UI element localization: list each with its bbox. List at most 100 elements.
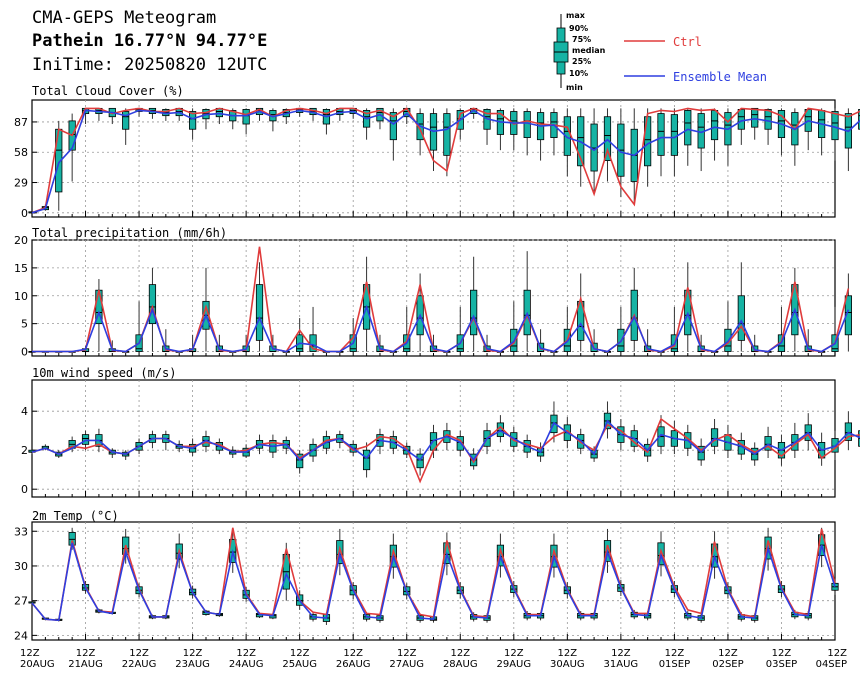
x-tick-date: 23AUG — [175, 659, 210, 670]
box-body — [764, 109, 772, 130]
box-body — [670, 114, 679, 156]
panel-0: 0 29 58 87 — [14, 99, 860, 220]
y-tick-label: 0 — [21, 346, 28, 359]
x-tick-hour: 12Z — [827, 648, 847, 659]
legend-box-label: 10% — [569, 69, 588, 78]
x-tick-hour: 12Z — [183, 648, 203, 659]
y-tick-label: 58 — [14, 146, 28, 159]
x-tick-hour: 12Z — [343, 648, 363, 659]
x-tick-date: 01SEP — [659, 659, 690, 670]
legend-box-label: median — [572, 46, 606, 55]
y-tick-label: 0 — [21, 483, 28, 496]
legend-box-label: 90% — [569, 24, 588, 33]
box-body — [657, 113, 665, 156]
x-tick-hour: 12Z — [450, 648, 470, 659]
box-body — [122, 111, 130, 130]
box-49 — [684, 108, 692, 166]
x-tick-hour: 12Z — [236, 648, 256, 659]
x-tick-hour: 12Z — [558, 648, 578, 659]
x-tick-hour: 12Z — [397, 648, 417, 659]
legend-box-label: max — [566, 11, 586, 20]
x-tick-hour: 12Z — [665, 648, 685, 659]
mean-line — [31, 542, 836, 622]
box-55 — [764, 108, 772, 145]
box-body — [242, 109, 250, 125]
box-body — [684, 110, 692, 146]
box-51 — [710, 419, 719, 455]
y-tick-label: 24 — [14, 629, 28, 642]
x-tick-hour: 12Z — [20, 648, 40, 659]
legend-box-label: 25% — [572, 57, 591, 66]
y-tick-label: 2 — [21, 444, 28, 457]
box-body — [389, 112, 397, 141]
wind-panel-title: 10m wind speed (m/s) — [32, 366, 177, 380]
x-tick-date: 04SEP — [816, 659, 847, 670]
box-body — [710, 428, 719, 447]
location-label: Pathein 16.77°N 94.77°E — [32, 31, 268, 51]
x-tick-date: 03SEP — [766, 659, 797, 670]
y-tick-label: 5 — [21, 318, 28, 331]
panel-2: 0 2 4 — [21, 379, 860, 498]
box-61 — [844, 411, 852, 451]
box-body — [523, 111, 531, 139]
x-tick-date: 25AUG — [282, 659, 317, 670]
x-tick-date: 20AUG — [20, 659, 55, 670]
y-tick-label: 29 — [14, 177, 28, 190]
x-tick-date: 02SEP — [712, 659, 743, 670]
box-51 — [710, 108, 719, 161]
x-tick-date: 27AUG — [389, 659, 424, 670]
box-3 — [68, 436, 76, 453]
y-tick-label: 27 — [14, 595, 28, 608]
box-body — [831, 111, 839, 141]
box-body — [858, 109, 860, 130]
box-54 — [751, 107, 759, 140]
x-tick-hour: 12Z — [504, 648, 524, 659]
y-tick-label: 30 — [14, 560, 28, 573]
x-tick-hour: 12Z — [76, 648, 96, 659]
precip-panel-title: Total precipitation (mm/6h) — [32, 226, 228, 240]
x-tick-hour: 12Z — [129, 648, 149, 659]
x-tick-date: 21AUG — [68, 659, 103, 670]
cloud-panel-title: Total Cloud Cover (%) — [32, 84, 184, 98]
box-46 — [644, 108, 652, 187]
y-tick-label: 20 — [14, 234, 28, 247]
box-61 — [844, 108, 852, 172]
legend-mean-label: Ensemble Mean — [673, 70, 767, 84]
mean-line — [32, 304, 850, 353]
box-body — [362, 449, 371, 471]
box-body — [148, 284, 157, 325]
box-body — [443, 113, 451, 156]
box-body — [844, 422, 852, 441]
box-body — [844, 295, 852, 336]
y-tick-label: 33 — [14, 525, 28, 538]
y-tick-label: 10 — [14, 290, 28, 303]
y-tick-label: 15 — [14, 262, 28, 275]
y-tick-label: 0 — [21, 207, 28, 220]
x-tick-date: 30AUG — [550, 659, 585, 670]
box-body — [81, 434, 90, 445]
box-body — [737, 295, 745, 341]
legend: max 90% 75% median 25% 10% min Ctrl Ensemble Mea… — [553, 11, 767, 92]
mean-line — [31, 419, 860, 462]
legend-box-label: min — [566, 83, 583, 92]
x-tick-date: 24AUG — [229, 659, 264, 670]
box-47 — [657, 108, 665, 177]
x-tick-date: 28AUG — [443, 659, 478, 670]
x-tick-date: 29AUG — [496, 659, 531, 670]
x-tick-hour: 12Z — [772, 648, 792, 659]
box-55 — [764, 426, 772, 458]
box-body — [751, 107, 759, 128]
box-body — [737, 109, 745, 130]
box-14 — [215, 107, 223, 125]
box-61 — [844, 273, 852, 352]
box-body — [188, 111, 197, 130]
x-tick-date: 22AUG — [122, 659, 157, 670]
chart-title: CMA-GEPS Meteogram — [32, 8, 217, 28]
panel-3: 24 27 30 33 — [14, 521, 839, 642]
box-body — [296, 453, 304, 469]
init-time-label: IniTime: 20250820 12UTC — [32, 55, 268, 75]
box-body — [470, 289, 478, 336]
box-body — [603, 116, 612, 161]
x-tick-hour: 12Z — [718, 648, 738, 659]
